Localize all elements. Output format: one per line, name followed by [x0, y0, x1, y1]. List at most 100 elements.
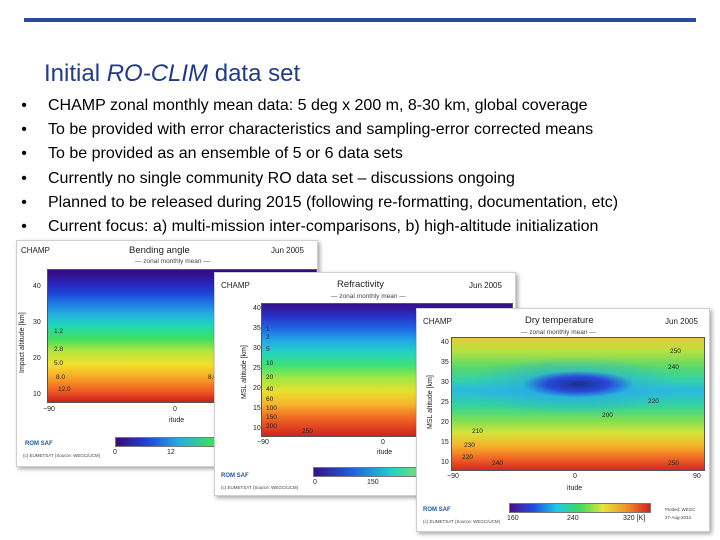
- colorbar: [509, 503, 651, 513]
- x-tick: −90: [43, 406, 55, 413]
- colorbar-tick: 320 [K]: [623, 515, 646, 522]
- bullet-item: • Currently no single community RO data s…: [18, 167, 718, 191]
- x-axis-label: itude: [169, 417, 185, 424]
- contour-label: 1.2: [54, 328, 64, 335]
- contour-label: 60: [266, 396, 274, 403]
- bullet-text: CHAMP zonal monthly mean data: 5 deg x 2…: [48, 97, 588, 114]
- x-tick: 0: [573, 473, 577, 480]
- contour-label: 40: [266, 386, 274, 393]
- x-tick: 0: [381, 439, 385, 446]
- rom-saf-logo: ROM SAF: [423, 507, 451, 513]
- y-tick: 10: [441, 459, 449, 466]
- figure-title: Bending angle: [129, 245, 190, 256]
- y-tick: 25: [253, 365, 261, 372]
- y-tick: 20: [441, 419, 449, 426]
- figure-subtitle: — zonal monthly mean —: [521, 329, 596, 336]
- title-prefix: Initial: [44, 60, 107, 87]
- x-tick: −90: [447, 473, 459, 480]
- bullet-text: To be provided as an ensemble of 5 or 6 …: [48, 145, 403, 163]
- x-tick: 0: [173, 406, 177, 413]
- contour-label: 250: [668, 460, 679, 467]
- bullet-item: • Planned to be released during 2015 (fol…: [18, 191, 718, 215]
- mission-label: CHAMP: [423, 317, 452, 326]
- bullet-text: Current focus: a) multi-mission inter-co…: [48, 218, 599, 236]
- contour-label: 10: [266, 360, 274, 367]
- contour-label: 240: [492, 460, 503, 467]
- y-tick: 35: [253, 325, 261, 332]
- bullet-marker: •: [21, 145, 27, 163]
- dry-temperature-plot: 250 240 220 200 210 230 220 240 250: [451, 337, 705, 471]
- contour-label: 2: [266, 334, 270, 341]
- contour-label: 200: [266, 423, 277, 430]
- y-tick: 20: [33, 355, 41, 362]
- y-tick: 35: [441, 359, 449, 366]
- y-tick: 25: [441, 399, 449, 406]
- bullet-item: • CHAMP zonal monthly mean data: 5 deg x …: [18, 94, 718, 118]
- contour-label: 220: [462, 454, 473, 461]
- rom-saf-logo: ROM SAF: [25, 441, 53, 447]
- colorbar-tick: 0: [313, 479, 317, 486]
- figure-title: Dry temperature: [525, 315, 594, 326]
- y-tick: 20: [253, 385, 261, 392]
- figure-date: Jun 2005: [665, 317, 698, 326]
- contour-label: 12.0: [58, 386, 71, 393]
- bullet-text: To be provided with error characteristic…: [48, 121, 594, 139]
- figure-date: Jun 2005: [271, 246, 304, 255]
- bullet-text: Currently no single community RO data se…: [48, 169, 515, 187]
- x-tick: 90: [693, 473, 701, 480]
- contour-label: 220: [648, 398, 659, 405]
- figure-date: Jun 2005: [469, 281, 502, 290]
- bullet-marker: •: [21, 121, 27, 139]
- figure-title: Refractivity: [337, 279, 384, 290]
- bullet-item: • To be provided with error characteristi…: [18, 118, 718, 142]
- y-tick: 15: [441, 439, 449, 446]
- contour-label: 1: [266, 326, 270, 333]
- contour-label: 100: [266, 405, 277, 412]
- plot-stamp: Plotted: WEGC: [665, 507, 696, 512]
- figure-credit: (c) EUMETSAT (Source: WEGC/UCM): [23, 453, 101, 458]
- contour-label: 20: [266, 374, 274, 381]
- figure-credit: (c) EUMETSAT (Source: WEGC/UCM): [221, 485, 299, 490]
- y-tick: 30: [441, 379, 449, 386]
- bullet-marker: •: [21, 97, 27, 114]
- bullet-text: Planned to be released during 2015 (foll…: [48, 193, 619, 211]
- rom-saf-logo: ROM SAF: [221, 473, 249, 479]
- x-axis-label: itude: [377, 449, 393, 456]
- y-tick: 40: [33, 283, 41, 290]
- bullet-item: • Current focus: a) multi-mission inter-c…: [18, 215, 718, 239]
- title-accent-bar: [24, 18, 696, 22]
- y-tick: 30: [33, 319, 41, 326]
- figure-subtitle: — zonal monthly mean —: [331, 293, 406, 300]
- y-tick: 40: [441, 339, 449, 346]
- colorbar-tick: 0: [113, 449, 117, 456]
- y-tick: 15: [253, 405, 261, 412]
- contour-label: 150: [266, 414, 277, 421]
- contour-label: 250: [302, 428, 313, 435]
- y-tick: 10: [33, 391, 41, 398]
- x-axis-label: itude: [567, 485, 583, 492]
- x-tick: −90: [257, 439, 269, 446]
- contour-label: 230: [464, 442, 475, 449]
- slide-title: Initial RO-CLIM data set: [44, 60, 300, 88]
- y-tick: 30: [253, 345, 261, 352]
- colorbar-tick: 160: [507, 515, 519, 522]
- plot-stamp: 27-Aug-2013: [665, 515, 692, 520]
- contour-label: 2.8: [54, 346, 64, 353]
- contour-label: 8.0: [56, 374, 66, 381]
- mission-label: CHAMP: [221, 281, 250, 290]
- contour-label: 5: [266, 346, 270, 353]
- bullet-marker: •: [21, 169, 27, 187]
- contour-label: 5.0: [54, 360, 64, 367]
- colorbar-tick: 240: [567, 515, 579, 522]
- mission-label: CHAMP: [21, 246, 50, 255]
- y-axis-label: MSL altitude [km]: [427, 375, 434, 429]
- contour-label: 200: [602, 412, 613, 419]
- bullet-item: • To be provided as an ensemble of 5 or 6…: [18, 142, 718, 166]
- bullet-marker: •: [21, 193, 27, 211]
- figure-subtitle: — zonal monthly mean —: [135, 258, 210, 265]
- y-tick: 40: [253, 305, 261, 312]
- contour-label: 240: [668, 364, 679, 371]
- contour-label: 8.0: [208, 374, 218, 381]
- figure-credit: (c) EUMETSAT (Source: WEGC/UCM): [423, 519, 501, 524]
- dry-temperature-figure: CHAMP Dry temperature Jun 2005 — zonal m…: [416, 308, 710, 532]
